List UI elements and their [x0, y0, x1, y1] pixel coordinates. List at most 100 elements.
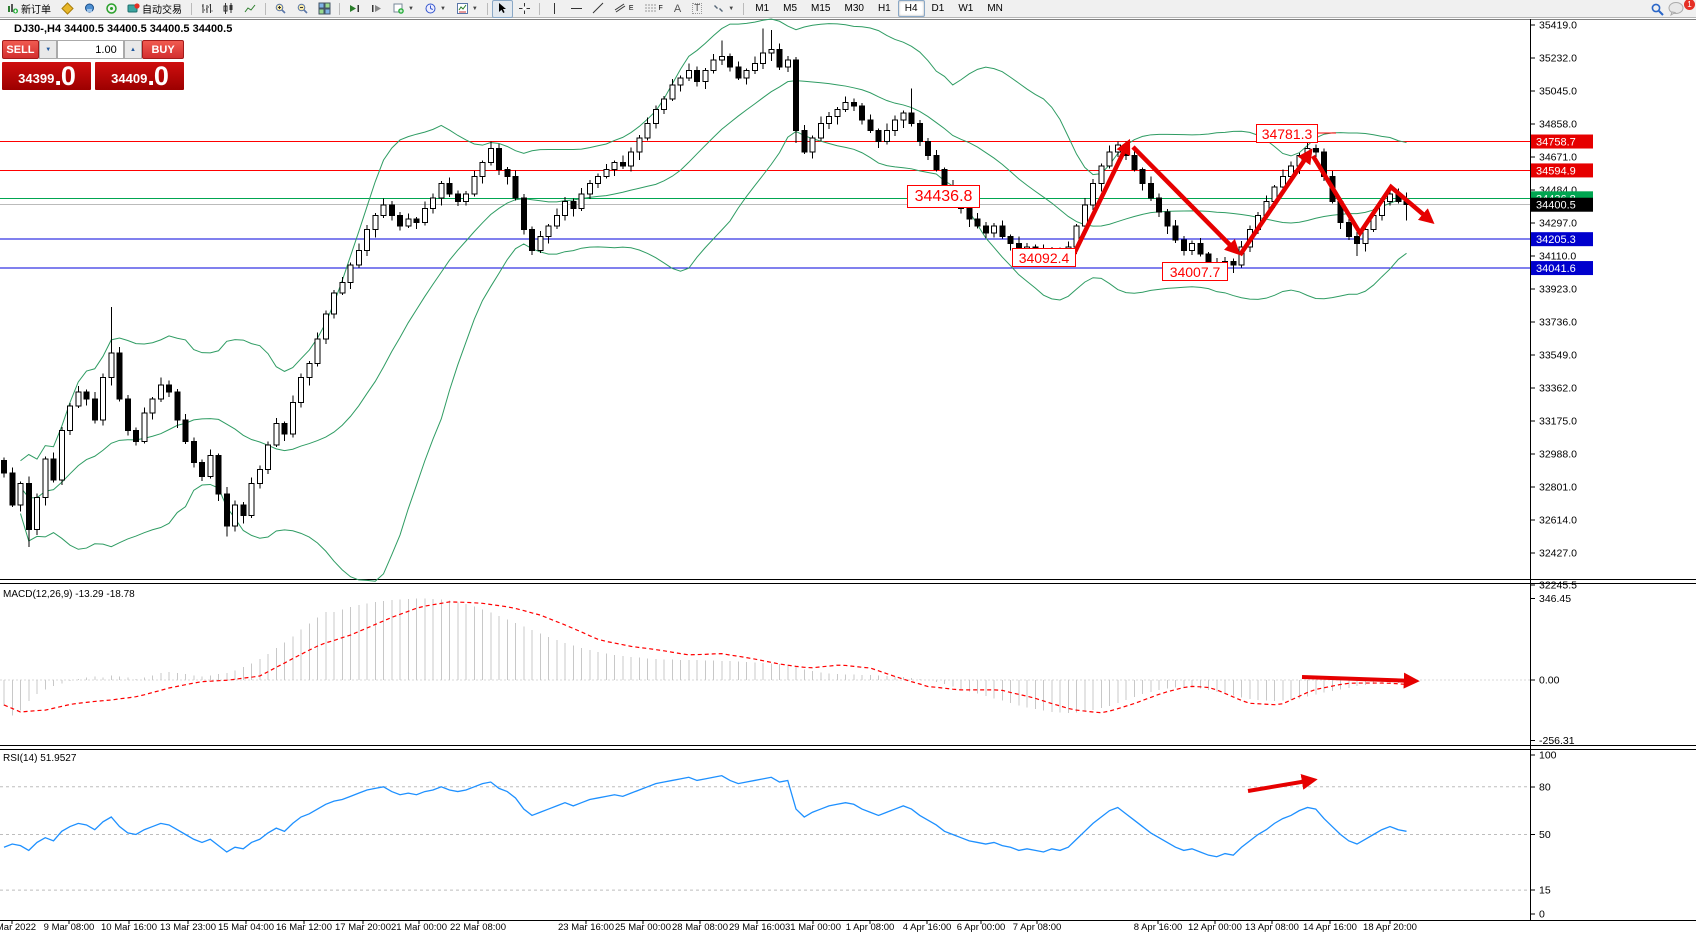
timeframe-m1[interactable]: M1	[755, 3, 770, 14]
new-order-button[interactable]: 新订单	[2, 0, 56, 18]
time-axis-label: 21 Mar 00:00	[391, 922, 447, 933]
price-axis[interactable]: 35419.035232.035045.034858.034671.034484…	[1530, 0, 1696, 933]
toolbar: 新订单 自动交易 ▼ ▼ ▼	[0, 0, 1696, 18]
text-label-tool-button[interactable]: T	[687, 0, 707, 18]
time-axis-label: 6 Apr 00:00	[956, 922, 1006, 933]
timeframe-h4[interactable]: H4	[897, 0, 925, 17]
indicators-button[interactable]: ▼	[388, 0, 419, 18]
axis-tick-label: 32614.0	[1539, 514, 1577, 526]
axis-tick-label: 33362.0	[1539, 382, 1577, 394]
timeframe-mn[interactable]: MN	[987, 3, 1003, 14]
notifications-button[interactable]: 1	[1668, 0, 1695, 16]
macd-label: MACD(12,26,9) -13.29 -18.78	[3, 589, 135, 600]
main-chart[interactable]	[0, 18, 1530, 582]
search-icon[interactable]	[1651, 3, 1664, 16]
bar-chart-button[interactable]	[196, 0, 217, 18]
axis-tick-label: 33549.0	[1539, 349, 1577, 361]
macd-panel[interactable]	[0, 583, 1530, 745]
new-order-icon	[7, 3, 18, 14]
cursor-tool-button[interactable]	[491, 0, 513, 18]
gold-icon	[61, 2, 74, 15]
timeframe-w1[interactable]: W1	[958, 3, 974, 14]
sell-price-display[interactable]: 34399.0	[2, 62, 91, 90]
timeframe-m15[interactable]: M15	[811, 3, 831, 14]
rsi-label: RSI(14) 51.9527	[3, 753, 77, 764]
templates-button[interactable]: ▼	[452, 0, 483, 18]
vertical-line-tool-button[interactable]	[544, 0, 565, 18]
buy-button[interactable]: BUY	[142, 40, 184, 59]
channel-letter: E	[628, 5, 634, 12]
data-window-button[interactable]	[79, 0, 100, 18]
timeframe-h1[interactable]: H1	[877, 3, 891, 14]
tile-windows-button[interactable]	[314, 0, 335, 18]
horizontal-line-tool-button[interactable]	[566, 0, 587, 18]
sell-price-main: 34399	[18, 71, 55, 86]
text-tool-button[interactable]: A	[669, 0, 686, 18]
timeframe-m30[interactable]: M30	[844, 3, 864, 14]
autotrading-button[interactable]: 自动交易	[123, 0, 187, 18]
time-axis-label: 4 Apr 16:00	[902, 922, 952, 933]
clock-icon	[425, 3, 436, 14]
rsi-panel[interactable]	[0, 749, 1530, 920]
axis-tick-label: 34110.0	[1539, 250, 1576, 262]
fibonacci-icon	[644, 3, 656, 14]
dropdown-caret-icon: ▼	[439, 5, 446, 12]
market-watch-button[interactable]	[57, 0, 78, 18]
axis-tick-label: 35232.0	[1539, 52, 1577, 64]
price-annotation[interactable]: 34007.7	[1162, 262, 1228, 281]
lot-decrease-button[interactable]: ▼	[38, 40, 58, 59]
timeframe-m5[interactable]: M5	[783, 3, 798, 14]
equidistant-channel-icon	[614, 3, 626, 14]
trendline-tool-button[interactable]	[588, 0, 609, 18]
panel-resize-handle-macd[interactable]	[0, 579, 1696, 584]
toolbar-separator	[743, 2, 745, 15]
line-chart-button[interactable]	[240, 0, 261, 18]
toolbar-separator	[191, 2, 192, 15]
axis-tick-label: 0	[1539, 909, 1545, 921]
time-axis-label: 15 Mar 04:00	[218, 922, 274, 933]
buy-price-display[interactable]: 34409.0	[95, 62, 184, 90]
axis-tick-label: 35419.0	[1539, 20, 1577, 32]
zoom-out-button[interactable]	[292, 0, 313, 18]
dropdown-caret-icon: ▼	[728, 5, 735, 12]
price-badge: 34758.7	[1536, 137, 1576, 149]
timeframe-d1[interactable]: D1	[931, 3, 945, 14]
channel-tool-button[interactable]: E	[610, 0, 639, 18]
toolbar-separator	[486, 2, 488, 15]
price-annotation[interactable]: 34092.4	[1012, 248, 1076, 267]
zoom-out-icon	[297, 3, 308, 14]
time-axis-label: 10 Mar 16:00	[101, 922, 157, 933]
auto-scroll-button[interactable]	[344, 0, 365, 18]
sell-button[interactable]: SELL	[2, 40, 39, 59]
axis-tick-label: 50	[1539, 829, 1551, 841]
arrows-tool-button[interactable]: ▼	[708, 0, 739, 18]
autotrading-label: 自动交易	[142, 5, 182, 16]
autotrading-icon	[127, 3, 140, 14]
horizontal-line-icon	[570, 3, 582, 14]
zoom-in-button[interactable]	[270, 0, 291, 18]
timeframe-bar: M1 M5 M15 M30 H1 H4 D1 W1 MN	[748, 0, 1010, 17]
dropdown-caret-icon: ▼	[408, 5, 414, 12]
lot-size-input[interactable]: 1.00	[57, 40, 124, 59]
signals-button[interactable]	[101, 0, 122, 18]
price-annotation[interactable]: 34781.3	[1256, 124, 1318, 143]
dropdown-caret-icon: ▼	[471, 5, 478, 12]
axis-tick-label: 32801.0	[1539, 481, 1577, 493]
candlestick-chart-button[interactable]	[218, 0, 239, 18]
period-button[interactable]: ▼	[420, 0, 451, 18]
price-annotation[interactable]: 34436.8	[907, 185, 980, 208]
fibonacci-tool-button[interactable]: F	[640, 0, 668, 18]
chart-shift-button[interactable]	[366, 0, 387, 18]
lot-increase-button[interactable]: ▲	[123, 40, 143, 59]
axis-tick-label: 32427.0	[1539, 547, 1577, 559]
panel-resize-handle-rsi[interactable]	[0, 745, 1696, 750]
time-axis-label: 9 Mar 08:00	[43, 922, 95, 933]
chart-shift-icon	[371, 3, 382, 14]
crosshair-tool-button[interactable]	[514, 0, 535, 18]
signal-icon	[106, 3, 117, 14]
time-axis-label: 28 Mar 08:00	[672, 922, 728, 933]
one-click-trading-panel: SELL ▼ 1.00 ▲ BUY 34399.0 34409.0	[2, 40, 184, 90]
time-axis-label: 1 Apr 08:00	[845, 922, 895, 933]
